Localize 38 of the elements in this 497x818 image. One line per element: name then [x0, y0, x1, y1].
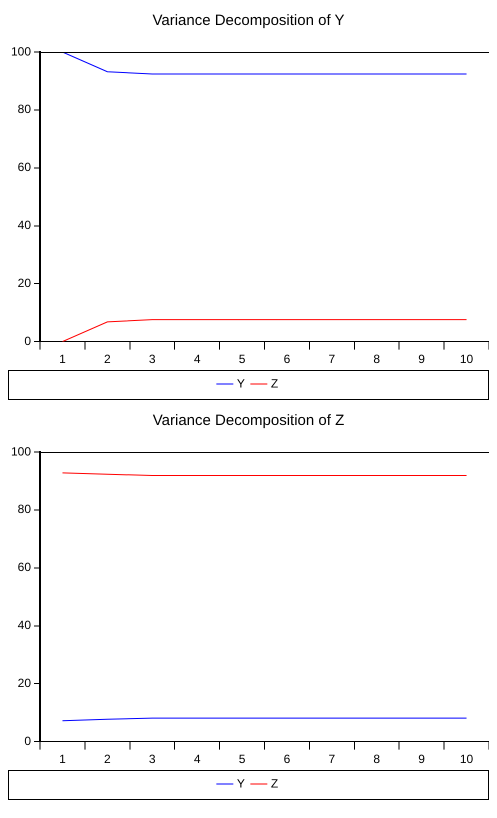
x-tick-label: 9	[418, 352, 426, 366]
x-tick-label: 7	[328, 752, 336, 766]
x-tick-label: 6	[284, 752, 291, 766]
y-tick-label: 0	[24, 734, 32, 748]
chart-title: Variance Decomposition of Y	[152, 12, 345, 30]
y-tick-label: 80	[18, 102, 32, 116]
y-tick-label: 60	[18, 160, 32, 174]
x-tick-label: 3	[148, 752, 156, 766]
x-tick-label: 9	[418, 752, 426, 766]
x-tick-label: 10	[460, 752, 474, 766]
y-tick-label: 0	[24, 334, 32, 348]
chart-title: Variance Decomposition of Z	[152, 412, 344, 430]
x-tick-label: 1	[59, 352, 66, 366]
legend-label: Y	[236, 776, 245, 790]
x-tick-label: 10	[460, 352, 474, 366]
x-tick-label: 2	[104, 752, 112, 766]
x-tick-label: 2	[104, 352, 112, 366]
y-tick-label: 100	[10, 44, 32, 58]
y-tick-label: 20	[18, 676, 32, 690]
y-tick-label: 40	[18, 218, 32, 232]
y-tick-label: 40	[18, 618, 32, 632]
x-tick-label: 5	[238, 352, 246, 366]
x-tick-label: 3	[148, 352, 156, 366]
x-tick-label: 4	[194, 752, 201, 766]
x-tick-label: 7	[328, 352, 336, 366]
x-tick-label: 1	[59, 752, 66, 766]
legend-label: Y	[236, 376, 245, 390]
y-tick-label: 80	[18, 502, 32, 516]
x-tick-label: 4	[194, 352, 201, 366]
y-tick-label: 60	[18, 560, 32, 574]
y-tick-label: 100	[10, 444, 32, 458]
x-tick-label: 8	[373, 352, 380, 366]
x-tick-label: 8	[373, 752, 380, 766]
y-tick-label: 20	[18, 276, 32, 290]
x-tick-label: 5	[238, 752, 246, 766]
legend-label: Z	[270, 376, 278, 390]
x-tick-label: 6	[284, 352, 291, 366]
legend-label: Z	[270, 776, 278, 790]
